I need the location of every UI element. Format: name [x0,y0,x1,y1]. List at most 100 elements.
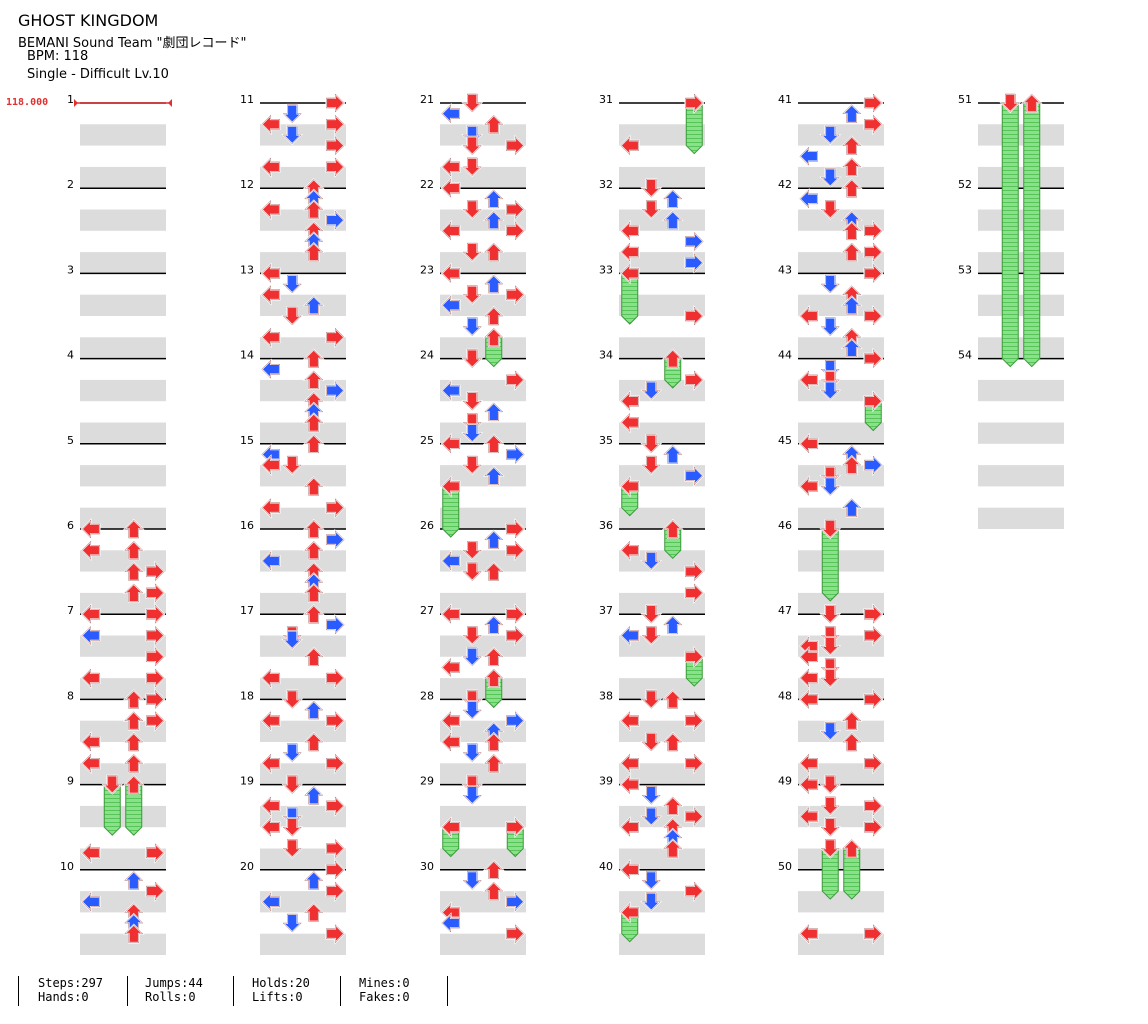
arrow-up [482,114,505,135]
measure-number: 43 [778,263,792,276]
beat-band [260,763,346,785]
arrow-right [684,805,705,828]
beat-band [80,209,166,231]
arrow-down [640,625,663,646]
arrow-down [819,519,842,540]
arrow-down [461,700,484,721]
arrow-right [684,560,705,583]
arrow-down [461,391,484,412]
arrow-down [461,785,484,806]
arrow-up [302,582,325,603]
beat-band [80,422,166,444]
beat-band [260,294,346,316]
arrow-right [505,134,526,157]
arrow-right [505,890,526,913]
arrow-left [80,667,101,690]
arrow-left [260,709,281,732]
arrow-left [798,667,819,690]
arrow-left [798,752,819,775]
bpm-line-end [168,99,172,107]
measure-number: 16 [240,519,254,532]
arrow-up [122,774,145,795]
stat-lifts: Lifts:0 [252,990,303,1004]
beat-band [619,592,705,615]
measure-number: 21 [420,93,434,106]
measure-number: 40 [599,860,613,873]
arrow-up [840,103,863,124]
beat-band [80,635,166,657]
beat-band [80,763,166,785]
arrow-left [440,102,461,125]
beat-band [619,550,705,572]
arrow-left [440,656,461,679]
arrow-right [505,219,526,242]
arrow-right [145,581,166,604]
beat-band [619,678,705,700]
beat-band [260,379,346,402]
arrow-up [1020,92,1043,113]
arrow-right [325,92,346,114]
beat-band [80,805,166,828]
arrow-right [325,134,346,157]
measure-number: 15 [240,434,254,447]
measure-number: 18 [240,689,254,702]
arrow-right [505,198,526,221]
arrow-left [619,475,640,498]
beat-band [80,124,166,146]
beat-band [440,379,526,402]
arrow-down [819,668,842,689]
measure-number: 22 [420,178,434,191]
measure-number: 44 [778,349,792,362]
measure-number: 9 [67,775,74,788]
arrow-left [260,198,281,221]
stat-mines: Mines:0 [359,976,410,990]
arrow-down [461,93,484,114]
arrow-right [684,752,705,775]
arrow-down [461,455,484,476]
beat-band [798,337,884,359]
beat-band [260,507,346,529]
arrow-left [440,177,461,200]
beat-band [798,933,884,955]
measure-number: 45 [778,434,792,447]
arrow-right [325,837,346,860]
arrow-up [840,710,863,731]
arrow-right [325,752,346,775]
measure-number: 38 [599,689,613,702]
arrow-up [482,859,505,880]
arrow-left [440,379,461,402]
arrow-up [840,731,863,752]
beat-band [619,720,705,742]
measure-number: 19 [240,775,254,788]
arrow-right [325,155,346,178]
arrow-down [461,316,484,337]
arrow-down [640,551,663,572]
beat-band [260,465,346,487]
beat-band [798,294,884,316]
beat-band [619,635,705,657]
arrow-up [302,699,325,720]
beat-band [440,209,526,231]
beat-band [619,379,705,402]
beat-band [978,252,1064,274]
arrow-down [461,423,484,444]
arrow-right [863,262,884,285]
arrow-down [461,242,484,263]
song-artist: BEMANI Sound Team "劇団レコード" [18,36,247,51]
beat-band [440,422,526,444]
arrow-down [640,604,663,625]
arrow-up [661,444,684,465]
arrow-down [461,742,484,763]
arrow-down [640,785,663,806]
beat-band [80,465,166,487]
arrow-down [819,774,842,795]
measure-number: 41 [778,93,792,106]
arrow-right [325,528,346,551]
beat-band [798,166,884,189]
arrow-left [440,912,461,934]
arrow-down [461,348,484,369]
arrow-up [122,870,145,891]
measure-number: 31 [599,93,613,106]
beat-band [440,678,526,700]
arrow-up [122,561,145,582]
